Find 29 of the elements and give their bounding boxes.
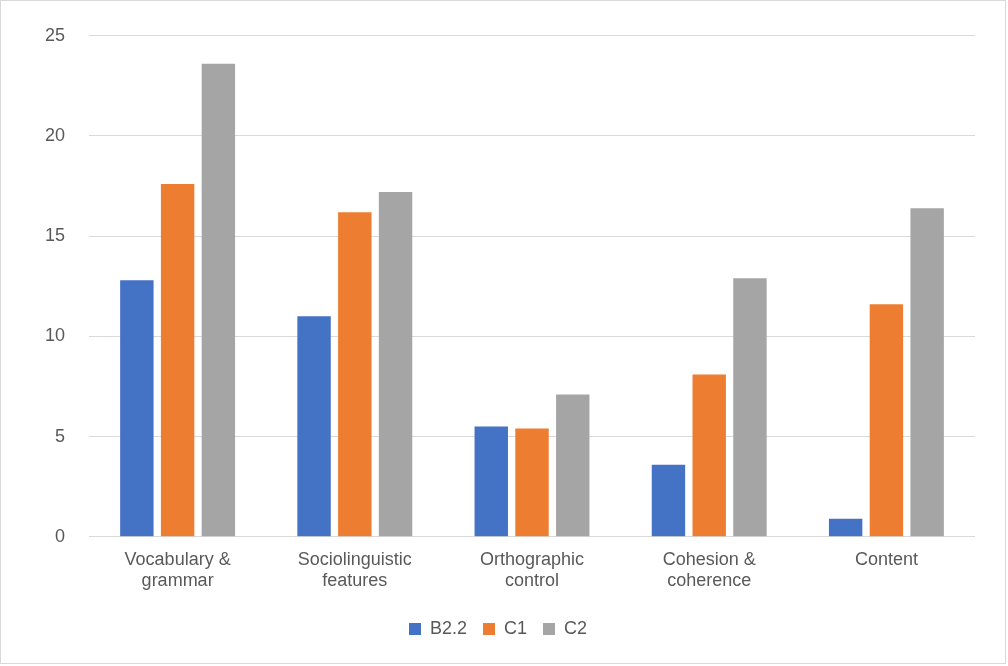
y-tick-label: 0 xyxy=(55,525,66,546)
y-tick-label: 5 xyxy=(55,425,66,446)
bar xyxy=(651,464,686,537)
bar xyxy=(733,278,767,537)
y-tick-label: 10 xyxy=(44,325,66,346)
legend-label: C2 xyxy=(564,617,588,638)
bar xyxy=(910,208,944,537)
x-tick-label: Vocabulary & grammar xyxy=(124,548,231,591)
bar xyxy=(556,394,590,537)
x-tick-label: Sociolinguistic features xyxy=(297,548,412,591)
x-tick-label: Orthographic control xyxy=(479,548,585,591)
legend-label: C1 xyxy=(504,617,528,638)
bar xyxy=(474,426,508,537)
bar xyxy=(201,63,236,537)
legend-label: B2.2 xyxy=(429,617,468,638)
bar xyxy=(120,280,154,537)
y-tick-label: 20 xyxy=(44,124,66,145)
bar xyxy=(160,184,195,537)
bar xyxy=(869,304,904,537)
bar xyxy=(338,212,372,537)
x-tick-label: Content xyxy=(854,548,918,569)
x-tick-label: Cohesion & coherence xyxy=(662,548,756,591)
y-tick-label: 15 xyxy=(44,225,66,246)
bar xyxy=(378,192,413,537)
bar xyxy=(692,374,726,537)
bar xyxy=(515,428,549,537)
bar xyxy=(297,316,331,537)
y-tick-label: 25 xyxy=(44,24,66,45)
bar xyxy=(828,518,863,537)
